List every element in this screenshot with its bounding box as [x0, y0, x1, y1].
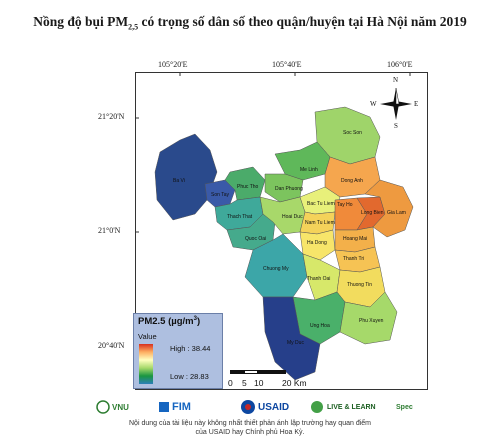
usaid-icon — [241, 400, 255, 414]
legend-value-label: Value — [138, 332, 157, 341]
legend-color-ramp — [139, 344, 153, 384]
fimo-icon — [159, 402, 169, 412]
district-my-duc — [262, 296, 321, 381]
label-thuong-tin: Thuong Tin — [347, 282, 372, 288]
partner-logos: VNU FIM USAID LIVE & LEARN Spec — [96, 398, 422, 416]
label-gia-lam: Gia Lam — [387, 210, 406, 216]
compass-n: N — [393, 76, 399, 84]
district-phu-xuyen — [339, 291, 398, 345]
compass-w: W — [370, 100, 377, 108]
scale-segment-1 — [230, 370, 244, 374]
hanoi-district-map: Soc Son Me Linh Dong Anh Ba Vi Son Tay P… — [135, 72, 414, 381]
label-long-bien: Long Bien — [361, 210, 384, 216]
scale-label-0: 0 — [228, 378, 233, 388]
label-tay-ho: Tay Ho — [337, 202, 353, 208]
label-hoai-duc: Hoai Duc — [282, 214, 303, 220]
legend-high-label: High : 38.44 — [170, 344, 211, 353]
label-chuong-my: Chuong My — [263, 266, 289, 272]
label-thach-that: Thach That — [227, 214, 253, 220]
scale-bar: 0 5 10 20 Km — [226, 368, 316, 390]
latitude-label-2: 21°0'N — [98, 226, 121, 235]
north-arrow: N S W E — [370, 76, 419, 130]
vnu-icon — [96, 400, 110, 414]
longitude-label-2: 105°40'E — [272, 60, 302, 69]
legend-low-label: Low : 28.83 — [170, 372, 209, 381]
district-gia-lam — [364, 179, 414, 238]
label-ung-hoa: Ung Hoa — [310, 323, 330, 329]
label-thanh-oai: Thanh Oai — [307, 276, 330, 282]
label-bac-tu-liem: Bac Tu Liem — [307, 201, 335, 207]
compass-e: E — [414, 100, 419, 108]
legend: PM2.5 (µg/m3) Value High : 38.44 Low : 2… — [133, 313, 223, 389]
fimo-logo: FIM — [158, 398, 191, 416]
latitude-label-1: 21°20'N — [98, 112, 125, 121]
label-quoc-oai: Quoc Oai — [245, 236, 266, 242]
compass-icon — [380, 87, 412, 120]
map-frame — [135, 72, 428, 390]
district-ba-vi — [154, 133, 218, 221]
latitude-label-3: 20°40'N — [98, 341, 125, 350]
label-phuc-tho: Phuc Tho — [237, 184, 259, 190]
map-title: Nồng độ bụi PM2,5 có trọng số dân số the… — [33, 14, 467, 32]
label-ba-vi: Ba Vi — [173, 178, 185, 184]
scale-segment-3 — [258, 370, 286, 374]
compass-s: S — [394, 122, 398, 130]
label-dong-anh: Dong Anh — [341, 178, 363, 184]
label-me-linh: Me Linh — [300, 167, 318, 173]
label-son-tay: Son Tay — [211, 192, 229, 198]
vnu-logo: VNU — [96, 398, 129, 416]
disclaimer: Nội dung của tài liệu này không nhất thi… — [129, 420, 371, 436]
label-ha-dong: Ha Dong — [307, 240, 327, 246]
scale-segment-2 — [244, 370, 258, 374]
label-soc-son: Soc Son — [343, 130, 362, 136]
scale-label-20: 20 Km — [282, 378, 307, 388]
label-my-duc: My Duc — [287, 340, 304, 346]
label-nam-tu-liem: Nam Tu Liem — [305, 220, 335, 226]
spec-logo: Spec — [396, 403, 413, 411]
label-dan-phuong: Dan Phuong — [275, 186, 303, 192]
label-thanh-tri: Thanh Tri — [343, 256, 364, 262]
label-phu-xuyen: Phu Xuyen — [359, 318, 384, 324]
district-quoc-oai — [226, 213, 276, 251]
live-learn-logo: LIVE & LEARN — [310, 398, 376, 416]
longitude-label-1: 105°20'E — [158, 60, 188, 69]
scale-label-5: 5 — [242, 378, 247, 388]
usaid-logo: USAID — [240, 398, 289, 416]
longitude-label-3: 106°0'E — [387, 60, 413, 69]
live-learn-icon — [311, 401, 323, 413]
scale-label-10: 10 — [254, 378, 264, 388]
legend-title: PM2.5 (µg/m3) — [138, 316, 201, 328]
label-hoang-mai: Hoang Mai — [343, 236, 367, 242]
